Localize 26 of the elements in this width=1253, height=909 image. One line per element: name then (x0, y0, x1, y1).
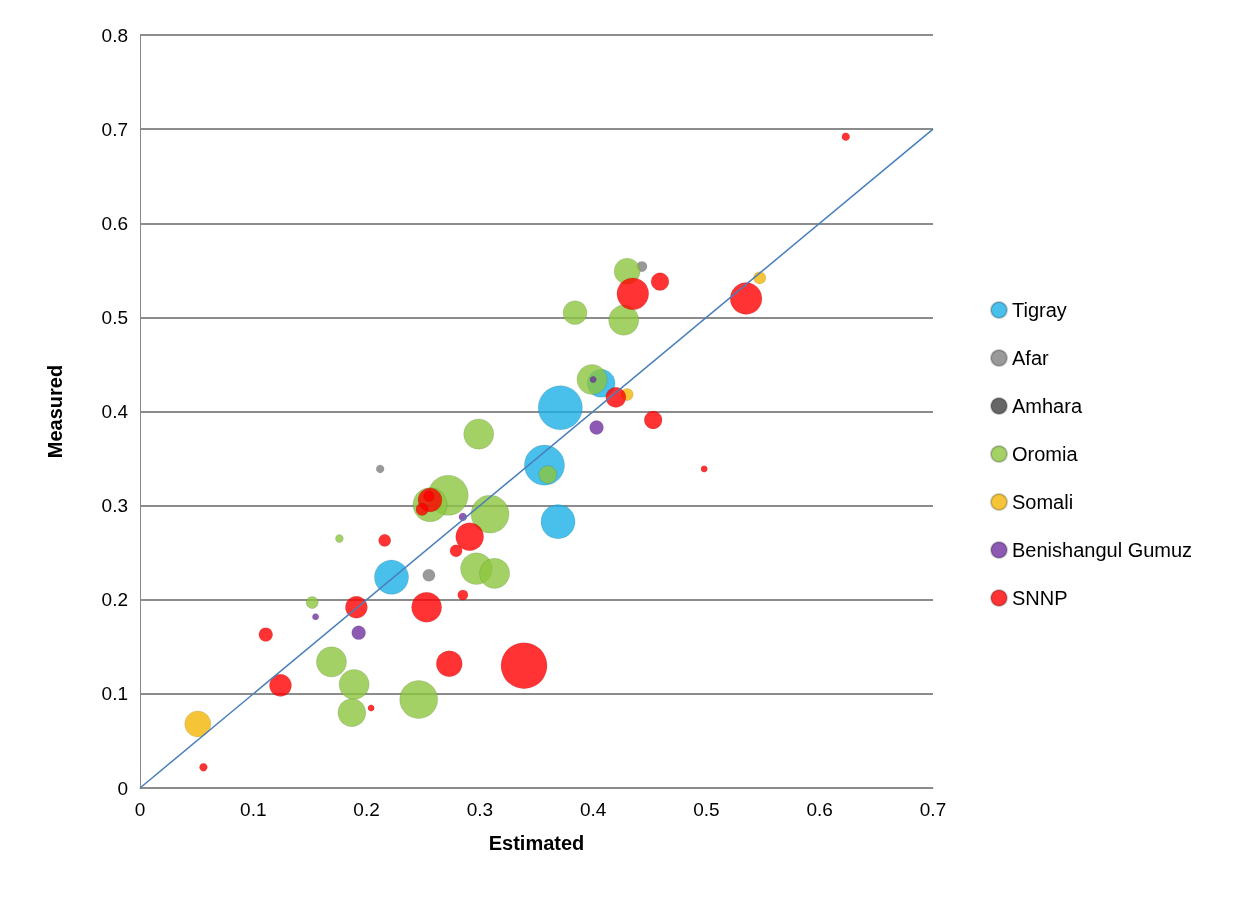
y-tick-label: 0.2 (101, 589, 128, 611)
x-tick-label: 0.4 (579, 799, 607, 820)
legend-label: Benishangul Gumuz (1012, 539, 1193, 561)
y-tick-label: 0.5 (101, 306, 128, 328)
legend-label: SNNP (1012, 587, 1068, 609)
y-tick-label: 0.6 (101, 212, 128, 234)
x-tick-label: 0.6 (806, 799, 833, 820)
legend-label: Amhara (1012, 395, 1083, 417)
y-tick-label: 0.1 (101, 683, 128, 705)
x-tick-label: 0.1 (240, 799, 267, 820)
y-tick-label: 0.8 (101, 24, 128, 46)
y-axis-title: Measured (44, 364, 66, 459)
legend-label: Tigray (1012, 299, 1067, 321)
legend-label: Somali (1012, 491, 1074, 513)
x-tick-label: 0.5 (693, 799, 720, 820)
y-tick-label: 0 (117, 777, 128, 799)
legend-label: Oromia (1012, 443, 1079, 465)
x-axis-title: Estimated (488, 832, 585, 854)
x-tick-label: 0.2 (353, 799, 380, 820)
x-tick-label: 0 (134, 799, 146, 820)
y-tick-label: 0.4 (101, 401, 129, 422)
legend-label: Afar (1012, 347, 1050, 369)
y-tick-label: 0.3 (101, 495, 128, 517)
x-tick-label: 0.7 (919, 799, 947, 820)
y-tick-label: 0.7 (101, 118, 128, 140)
x-tick-label: 0.3 (466, 799, 494, 820)
